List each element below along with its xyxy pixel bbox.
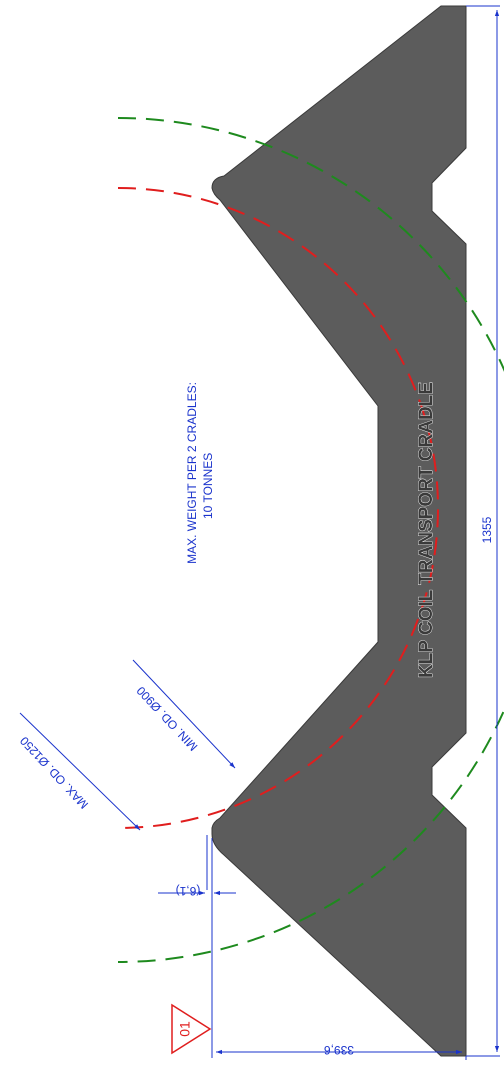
min-od-circle	[117, 187, 439, 829]
length-dimension-text: 1355	[480, 516, 494, 543]
min-od-leader	[132, 659, 236, 769]
cradle-outline	[211, 5, 467, 1057]
drawing-title: KLP COIL TRANSPORT CRADLE	[416, 382, 437, 678]
revision-triangle	[171, 1003, 212, 1055]
height-dimension-text: 339,6	[324, 1043, 354, 1057]
offset-dimension-text: (6,1)	[176, 884, 201, 898]
max-od-leader	[19, 712, 141, 831]
max-od-label: MAX. OD. Ø1250	[17, 734, 91, 812]
weight-note-line1: MAX. WEIGHT PER 2 CRADLES:	[185, 382, 199, 564]
weight-note-line2: 10 TONNES	[201, 453, 215, 519]
revision-number: 01	[177, 1021, 193, 1037]
min-od-label: MIN. OD. Ø900	[134, 683, 201, 753]
max-od-circle	[117, 117, 504, 963]
